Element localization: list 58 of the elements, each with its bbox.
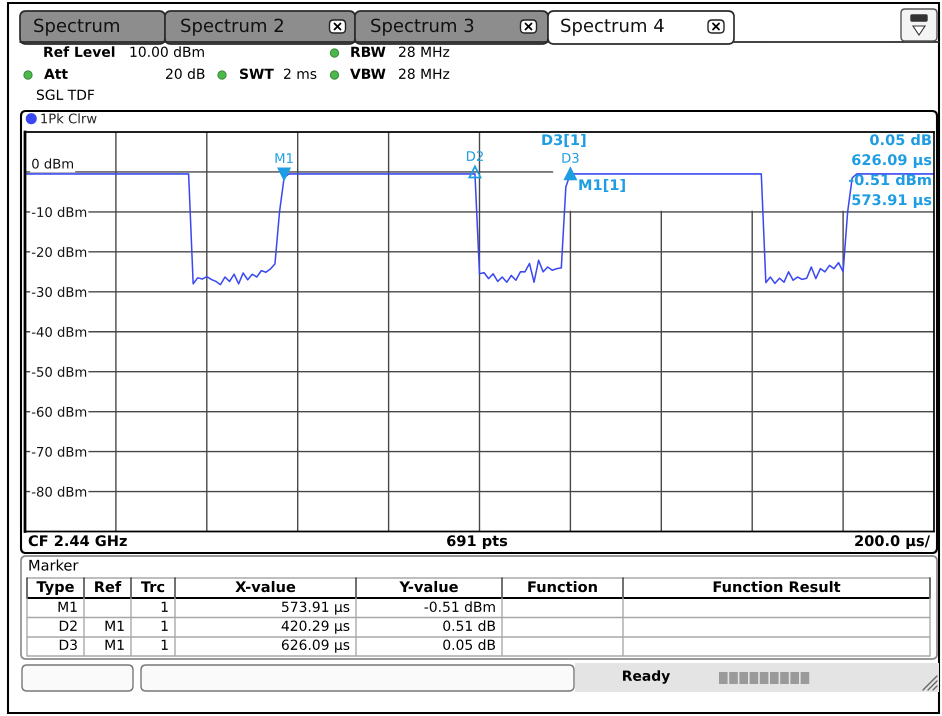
text: 573.91 µs (282, 602, 350, 615)
data-label: D3 (562, 152, 579, 163)
text: Marker (29, 559, 78, 571)
text: 1 (162, 640, 168, 650)
legend-label: 1Pk Clrw (41, 113, 97, 124)
annotation: 573.91 µs (852, 194, 932, 208)
annotation: M1[1] (579, 178, 625, 192)
y-tick-label: -40 dBm (32, 326, 86, 337)
text: Function Result (714, 580, 840, 592)
text: 1 (162, 602, 168, 612)
text: 0.51 dB (443, 620, 496, 632)
text: 28 MHz (399, 46, 450, 58)
text: Spectrum (34, 18, 119, 36)
text: D2 (60, 620, 77, 631)
text: 10.00 dBm (130, 46, 204, 58)
y-tick-label: -30 dBm (32, 286, 86, 297)
text: Y-value (399, 580, 458, 592)
text: -0.51 dBm (424, 601, 495, 612)
text: Spectrum 2 (181, 18, 283, 36)
annotation: 0.05 dB (870, 134, 931, 146)
text: 691 pts (447, 535, 508, 550)
text: X-value (235, 580, 296, 592)
text: Spectrum 3 (371, 18, 474, 36)
text: Type (36, 581, 74, 596)
text: 28 MHz (399, 68, 450, 80)
text: Function (528, 580, 597, 592)
data-label: M1 (275, 153, 293, 163)
text: 2 ms (284, 68, 316, 80)
text: D3 (60, 640, 77, 650)
text: Ready (623, 670, 670, 684)
text: M1 (58, 602, 77, 612)
text: Spectrum 4 (561, 18, 664, 36)
y-tick-label: -60 dBm (32, 406, 86, 417)
annotation: D3[1] (542, 134, 586, 147)
text: Ref Level (44, 46, 114, 58)
text: Ref (95, 580, 122, 592)
y-tick-label: -10 dBm (32, 206, 86, 218)
text: VBW (350, 68, 386, 79)
text: 420.29 µs (282, 620, 350, 634)
y-tick-label: -20 dBm (32, 246, 86, 258)
text: Att (44, 68, 68, 79)
text: 200.0 µs/ (855, 535, 930, 550)
text: M1 (106, 640, 124, 650)
annotation: 626.09 µs (852, 154, 932, 168)
y-tick-label: -70 dBm (32, 446, 86, 457)
text: SGL TDF (36, 90, 94, 100)
text: 1 (162, 620, 168, 631)
y-tick-label: -80 dBm (32, 486, 86, 497)
text: CF 2.44 GHz (28, 535, 127, 546)
text: 20 dB (166, 68, 204, 80)
text: Trc (140, 581, 164, 592)
text: SWT (240, 68, 274, 80)
text: M1 (106, 620, 124, 631)
y-tick-label: -50 dBm (32, 366, 86, 377)
text: RBW (351, 46, 386, 57)
y-tick-label: 0 dBm (32, 158, 73, 169)
text: 0.05 dB (443, 639, 496, 650)
text: 626.09 µs (282, 640, 350, 653)
